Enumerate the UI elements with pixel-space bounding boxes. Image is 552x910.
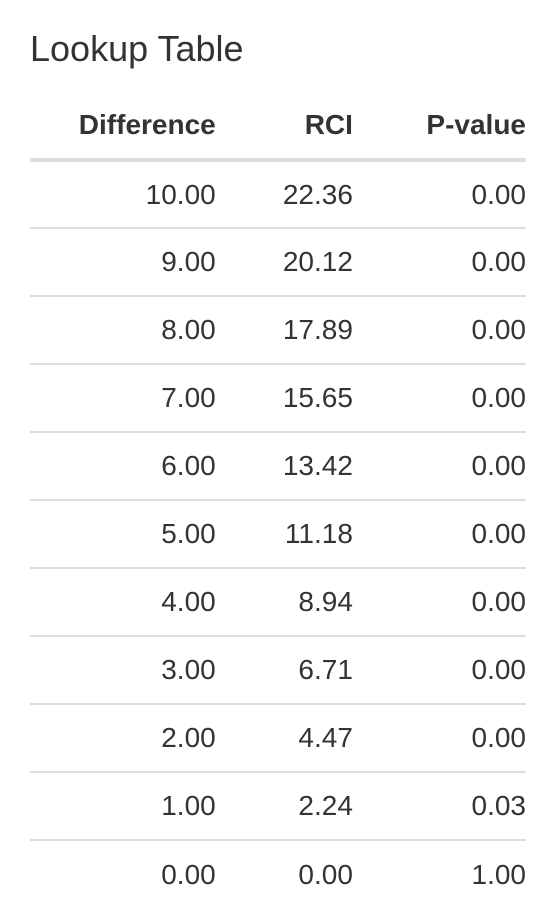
page-title: Lookup Table <box>30 28 244 69</box>
table-row: 4.00 8.94 0.00 <box>30 568 526 637</box>
cell-rci: 15.65 <box>215 364 353 433</box>
cell-rci: 13.42 <box>215 432 353 501</box>
cell-difference: 4.00 <box>30 568 216 637</box>
cell-difference: 5.00 <box>30 500 216 569</box>
table-row: 7.00 15.65 0.00 <box>30 364 526 433</box>
cell-pvalue: 0.00 <box>352 636 526 705</box>
table-row: 6.00 13.42 0.00 <box>30 432 526 501</box>
table-row: 9.00 20.12 0.00 <box>30 228 526 297</box>
cell-difference: 2.00 <box>30 704 216 773</box>
cell-rci: 4.47 <box>215 704 353 773</box>
cell-difference: 0.00 <box>161 858 216 890</box>
cell-difference: 7.00 <box>30 364 216 433</box>
column-header-rci[interactable]: RCI <box>215 92 353 162</box>
cell-rci: 11.18 <box>215 500 353 569</box>
lookup-table: Difference RCI P-value 10.00 22.36 0.00 9.0… <box>30 92 526 908</box>
cell-pvalue: 0.00 <box>352 704 526 773</box>
table-row: 3.00 6.71 0.00 <box>30 636 526 705</box>
header-row: Difference RCI P-value <box>30 92 526 162</box>
cell-rci: 20.12 <box>215 228 353 297</box>
cell-pvalue: 0.00 <box>352 500 526 569</box>
cell-rci: 0.00 <box>298 858 353 890</box>
cell-pvalue: 0.00 <box>352 568 526 637</box>
table-row: 5.00 11.18 0.00 <box>30 500 526 569</box>
cell-rci: 2.24 <box>215 772 353 841</box>
table-row: 2.00 4.47 0.00 <box>30 704 526 773</box>
cell-rci: 22.36 <box>215 160 353 229</box>
table-row: 10.00 22.36 0.00 <box>30 160 526 229</box>
cell-rci: 17.89 <box>215 296 353 365</box>
cell-difference: 9.00 <box>30 228 216 297</box>
cell-rci: 8.94 <box>215 568 353 637</box>
cell-difference: 6.00 <box>30 432 216 501</box>
cell-difference: 8.00 <box>30 296 216 365</box>
cell-difference: 10.00 <box>30 160 216 229</box>
table-row: 0.00 0.00 1.00 <box>30 840 526 908</box>
cell-pvalue: 0.00 <box>352 160 526 229</box>
cell-difference: 3.00 <box>30 636 216 705</box>
cell-difference: 1.00 <box>30 772 216 841</box>
column-header-pvalue[interactable]: P-value <box>352 92 526 162</box>
cell-pvalue: 0.00 <box>352 228 526 297</box>
cell-pvalue: 1.00 <box>471 858 527 890</box>
table-row: 1.00 2.24 0.03 <box>30 772 526 841</box>
table-row: 8.00 17.89 0.00 <box>30 296 526 365</box>
table-header: Difference RCI P-value <box>30 92 526 162</box>
column-header-difference[interactable]: Difference <box>30 92 216 162</box>
cell-rci: 6.71 <box>215 636 353 705</box>
cell-pvalue: 0.03 <box>352 772 526 841</box>
cell-pvalue: 0.00 <box>352 296 526 365</box>
cell-pvalue: 0.00 <box>352 432 526 501</box>
cell-pvalue: 0.00 <box>352 364 526 433</box>
table-body: 10.00 22.36 0.00 9.00 20.12 0.00 8.00 17.89 0.00… <box>30 160 526 908</box>
